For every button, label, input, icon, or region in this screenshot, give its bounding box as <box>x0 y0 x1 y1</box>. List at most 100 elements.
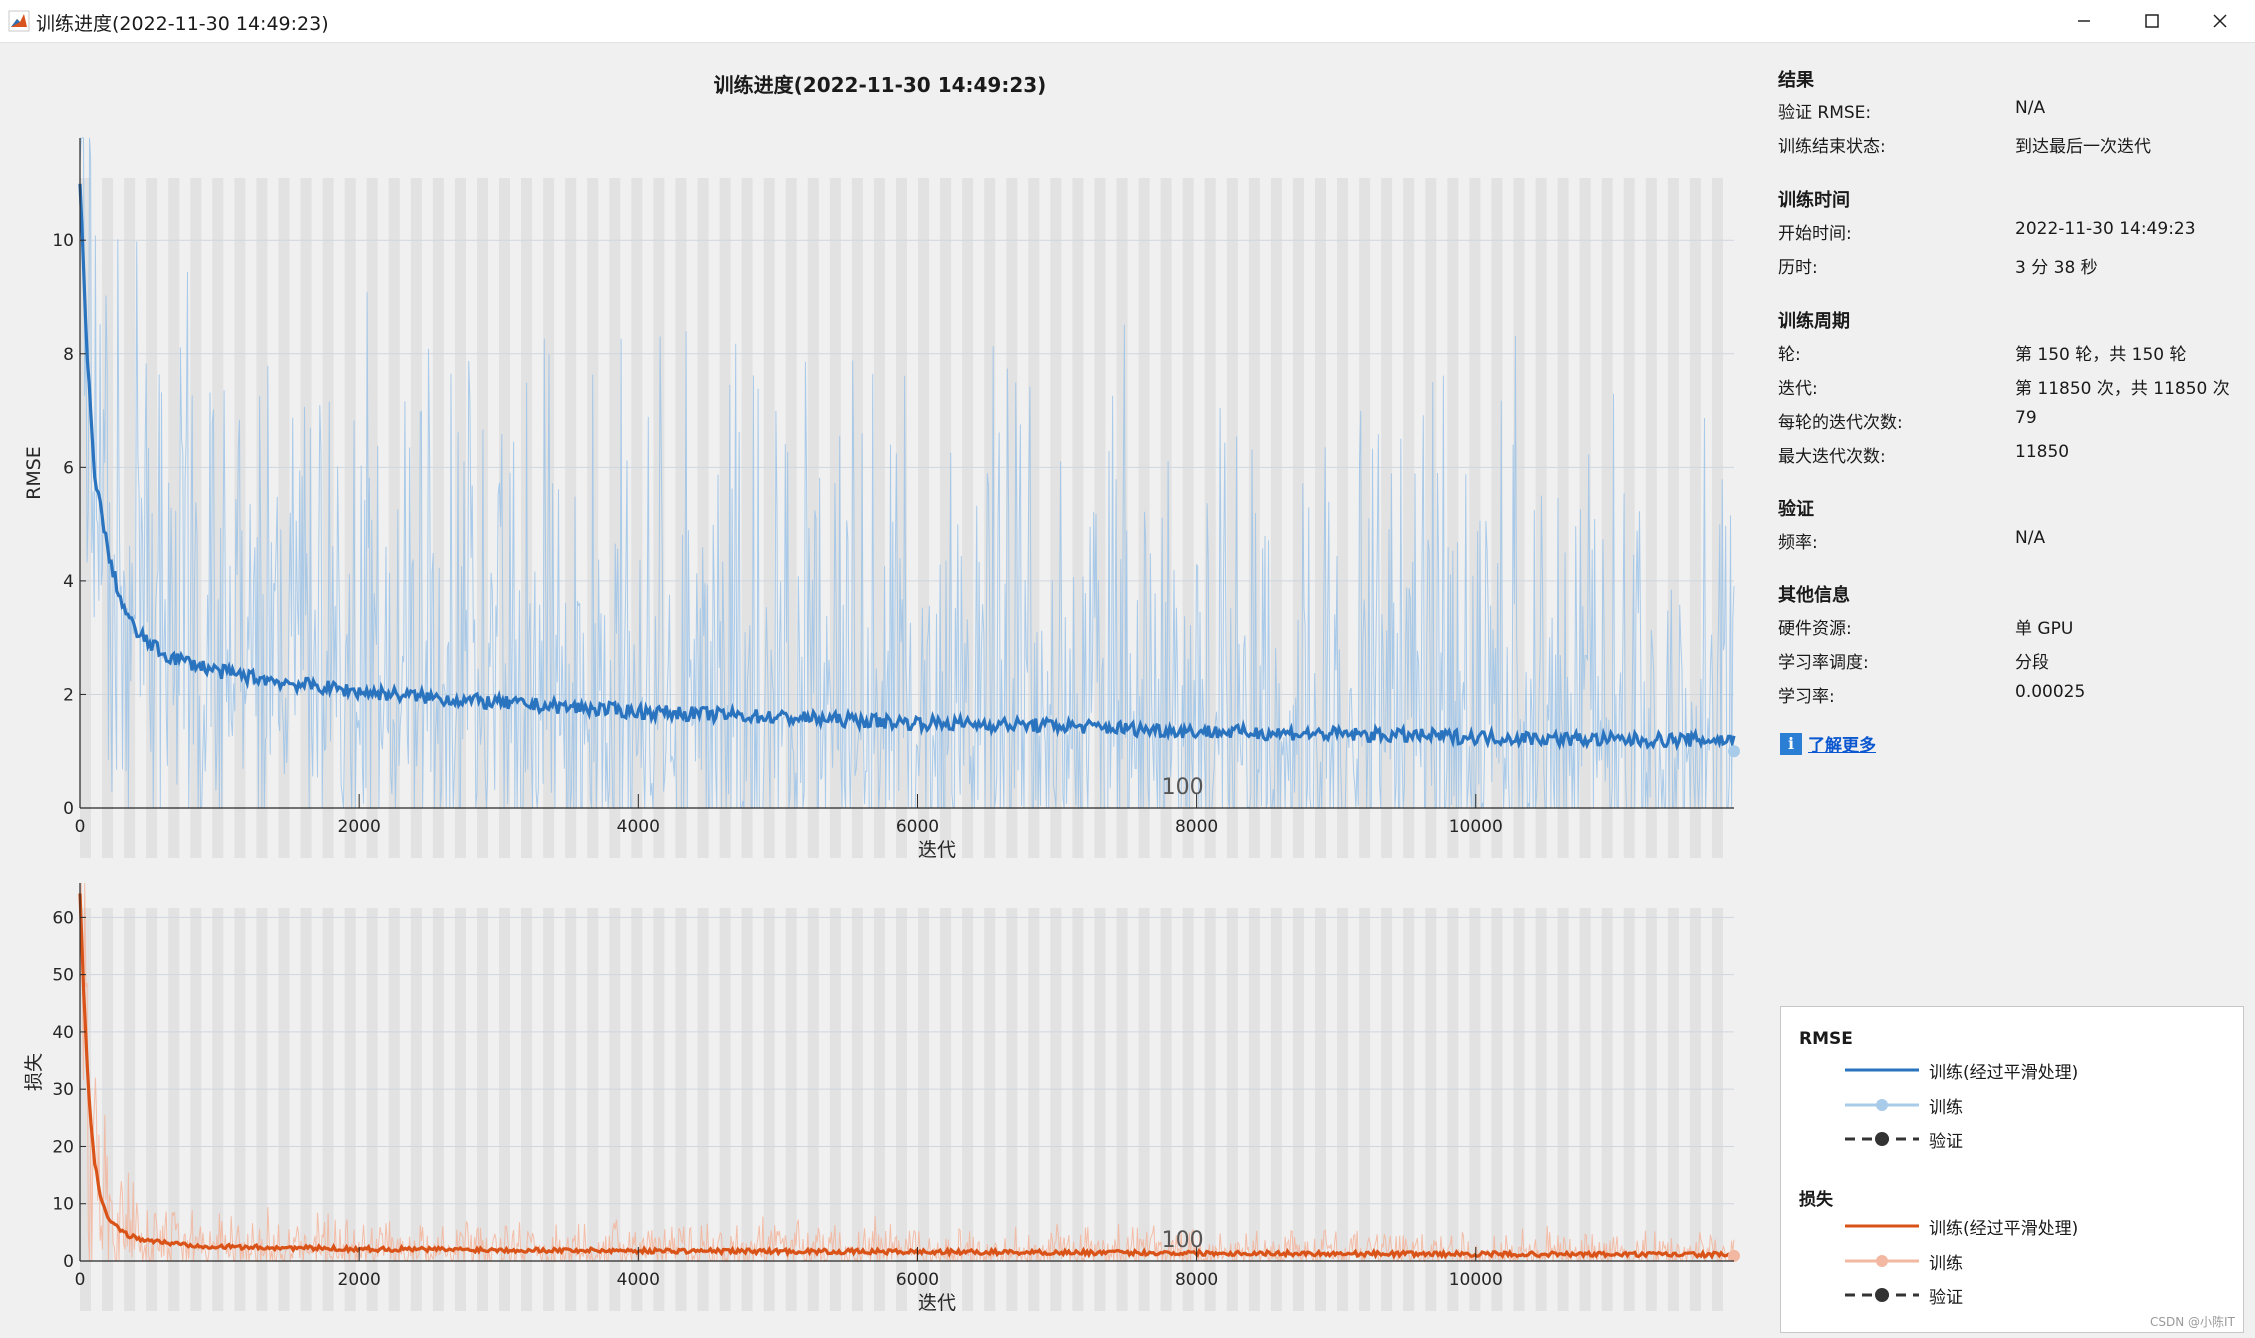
epoch-band <box>344 178 356 858</box>
minimize-icon <box>2078 20 2090 22</box>
y-tick-label: 0 <box>63 1252 74 1272</box>
epoch-band <box>807 908 819 1311</box>
section-time-title: 训练时间 <box>1778 190 1850 211</box>
epoch-band <box>410 178 422 858</box>
x-tick-label: 4000 <box>617 817 660 837</box>
epoch-band <box>1050 178 1062 858</box>
legend-dashed-swatch <box>1845 1288 1919 1302</box>
epoch-band <box>1425 178 1437 858</box>
y-axis-label: RMSE <box>23 446 45 500</box>
epoch-band <box>1491 908 1503 1311</box>
epoch-band <box>851 178 863 858</box>
epoch-band <box>609 178 621 858</box>
x-tick-label: 8000 <box>1175 1270 1218 1290</box>
epoch-band <box>432 178 444 858</box>
epoch-band <box>851 908 863 1311</box>
iteration-value: 第 11850 次，共 11850 次 <box>2015 379 2230 399</box>
epoch-band <box>1292 178 1304 858</box>
epoch-marker-label: 100 <box>1162 1228 1204 1253</box>
learn-more-link[interactable]: i 了解更多 <box>1780 731 1876 756</box>
epoch-band <box>476 908 488 1311</box>
iteration-label: 迭代: <box>1778 379 1818 399</box>
epoch-band <box>1072 908 1084 1311</box>
section-cycle-title: 训练周期 <box>1778 311 1850 332</box>
validation-rmse-value: N/A <box>2015 98 2046 118</box>
lr-schedule-value: 分段 <box>2015 653 2049 673</box>
maximize-button[interactable] <box>2118 0 2186 42</box>
watermark: CSDN @小陈IT <box>2150 1315 2235 1329</box>
epoch-band <box>984 908 996 1311</box>
epoch-band <box>1711 908 1723 1311</box>
epoch-band <box>168 178 180 858</box>
minimize-button[interactable] <box>2050 0 2118 42</box>
epoch-band <box>322 908 334 1311</box>
epoch-band <box>234 908 246 1311</box>
epoch-band <box>697 178 709 858</box>
window-title: 训练进度(2022-11-30 14:49:23) <box>36 13 329 35</box>
y-tick-label: 60 <box>52 908 74 928</box>
epoch-band <box>940 178 952 858</box>
y-axis-label: 损失 <box>23 1053 45 1091</box>
x-tick-label: 6000 <box>896 817 939 837</box>
close-button[interactable] <box>2186 0 2254 42</box>
legend-label: 验证 <box>1929 1287 1963 1308</box>
epoch-band <box>1160 908 1172 1311</box>
legend-label: 训练 <box>1929 1097 1963 1118</box>
epoch-band <box>1381 908 1393 1311</box>
epoch-band <box>1513 908 1525 1311</box>
epoch-band <box>1248 908 1260 1311</box>
epoch-band <box>697 908 709 1311</box>
epoch-band <box>1270 908 1282 1311</box>
y-tick-label: 20 <box>52 1137 74 1157</box>
x-tick-label: 2000 <box>338 1270 381 1290</box>
epoch-band <box>940 908 952 1311</box>
epoch-band <box>1667 178 1679 858</box>
epoch-band <box>1226 178 1238 858</box>
epoch-band <box>1359 178 1371 858</box>
epoch-band <box>1204 178 1216 858</box>
epoch-band <box>1248 178 1260 858</box>
epoch-band <box>895 908 907 1311</box>
epoch-band <box>873 178 885 858</box>
epoch-band <box>741 178 753 858</box>
legend-loss-training: 训练 <box>1843 1249 1963 1274</box>
x-tick-label: 0 <box>75 1270 86 1290</box>
epoch-band <box>1535 908 1547 1311</box>
epoch-band <box>1226 908 1238 1311</box>
epoch-band <box>1204 908 1216 1311</box>
final-point-marker <box>1728 1249 1740 1262</box>
y-tick-label: 0 <box>63 799 74 819</box>
epoch-band <box>1182 908 1194 1311</box>
training-smoothed-line <box>78 183 1736 752</box>
epoch-band <box>1028 178 1040 858</box>
epoch-band <box>609 908 621 1311</box>
epoch-band <box>1116 908 1128 1311</box>
x-tick-label: 10000 <box>1449 1270 1503 1290</box>
section-validation-title: 验证 <box>1778 499 1814 520</box>
epoch-band <box>1689 178 1701 858</box>
learn-more-label[interactable]: 了解更多 <box>1808 736 1876 756</box>
epoch-band <box>499 908 511 1311</box>
epoch-band <box>1579 908 1591 1311</box>
epoch-band <box>1116 178 1128 858</box>
epoch-marker-label: 100 <box>1162 775 1204 800</box>
legend-line-swatch <box>1845 1068 1919 1072</box>
start-time-value: 2022-11-30 14:49:23 <box>2015 219 2196 239</box>
epoch-band <box>1579 178 1591 858</box>
epoch-band <box>190 908 202 1311</box>
epoch-band <box>1337 908 1349 1311</box>
epoch-band <box>1623 908 1635 1311</box>
training-progress-figure: 训练进度(2022-11-30 14:49:23) 0 2 4 6 8 10 0 2000 40… <box>0 43 1760 1338</box>
y-tick-label: 40 <box>52 1023 74 1043</box>
epoch-band <box>1667 908 1679 1311</box>
x-tick-label: 8000 <box>1175 817 1218 837</box>
epoch-band <box>895 178 907 858</box>
learning-rate-label: 学习率: <box>1778 687 1835 707</box>
epoch-band <box>212 178 224 858</box>
matlab-app-icon <box>8 10 30 32</box>
epoch-band <box>1689 908 1701 1311</box>
epoch-band <box>454 178 466 858</box>
epoch-band <box>278 178 290 858</box>
epoch-band <box>256 908 268 1311</box>
